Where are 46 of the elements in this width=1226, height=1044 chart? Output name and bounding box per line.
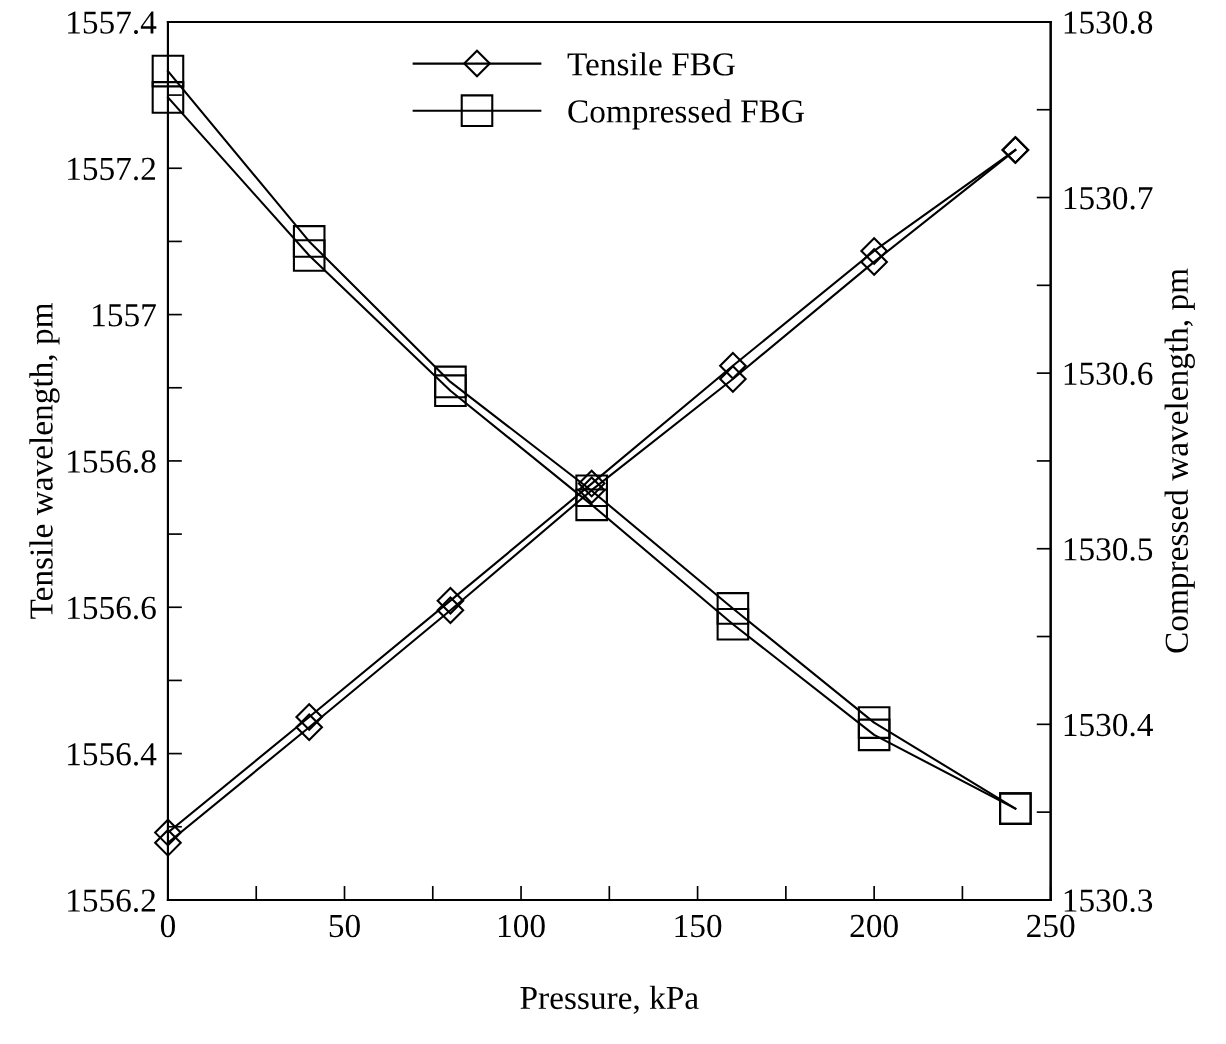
y2-tick-label: 1530.7 xyxy=(1064,186,1153,210)
y2-tick-label: 1530.6 xyxy=(1064,362,1153,386)
point xyxy=(151,54,185,88)
point xyxy=(857,718,891,752)
y2-axis-title: Compressed wavelength, pm xyxy=(1164,268,1195,653)
point xyxy=(719,352,747,380)
legend-label: Tensile FBG xyxy=(567,52,735,76)
point xyxy=(716,592,750,625)
point xyxy=(292,225,326,258)
y-tick-label: 1557.4 xyxy=(68,11,157,34)
y-tick-label: 1556.2 xyxy=(68,889,156,912)
point xyxy=(719,365,747,393)
y-tick-label: 1557.2 xyxy=(68,157,156,181)
y-tick-label: 1557 xyxy=(93,304,156,327)
point xyxy=(292,239,326,272)
x-tick-label: 250 xyxy=(1027,914,1075,938)
y-axis-title: Tensile wavelength, pm xyxy=(29,302,60,619)
point xyxy=(436,596,465,624)
point xyxy=(434,374,467,407)
point xyxy=(151,81,185,114)
point xyxy=(295,703,323,731)
y2-tick-label: 1530.5 xyxy=(1064,538,1153,561)
legend-label: Compressed FBG xyxy=(568,99,804,130)
point xyxy=(857,706,891,739)
x-axis-title: Pressure, kPa xyxy=(520,985,699,1014)
x-tick-label: 50 xyxy=(329,914,360,938)
point xyxy=(434,365,467,399)
x-tick-label: 100 xyxy=(498,914,545,938)
point xyxy=(154,818,182,847)
x-tick-label: 0 xyxy=(160,914,176,938)
point xyxy=(577,469,606,498)
x-tick-label: 200 xyxy=(850,914,898,938)
y-tick-label: 1556.8 xyxy=(68,450,156,473)
point xyxy=(716,607,750,641)
point xyxy=(575,488,608,522)
y2-tick-label: 1530.8 xyxy=(1064,11,1153,34)
y-tick-label: 1556.4 xyxy=(68,743,157,766)
point xyxy=(860,248,888,276)
y2-tick-label: 1530.4 xyxy=(1064,713,1153,737)
point xyxy=(154,829,182,857)
y-tick-label: 1556.6 xyxy=(68,596,156,620)
point xyxy=(295,713,323,742)
y2-tick-label: 1530.3 xyxy=(1064,889,1153,912)
point xyxy=(860,237,888,265)
x-tick-label: 150 xyxy=(675,914,722,938)
point xyxy=(436,586,465,615)
